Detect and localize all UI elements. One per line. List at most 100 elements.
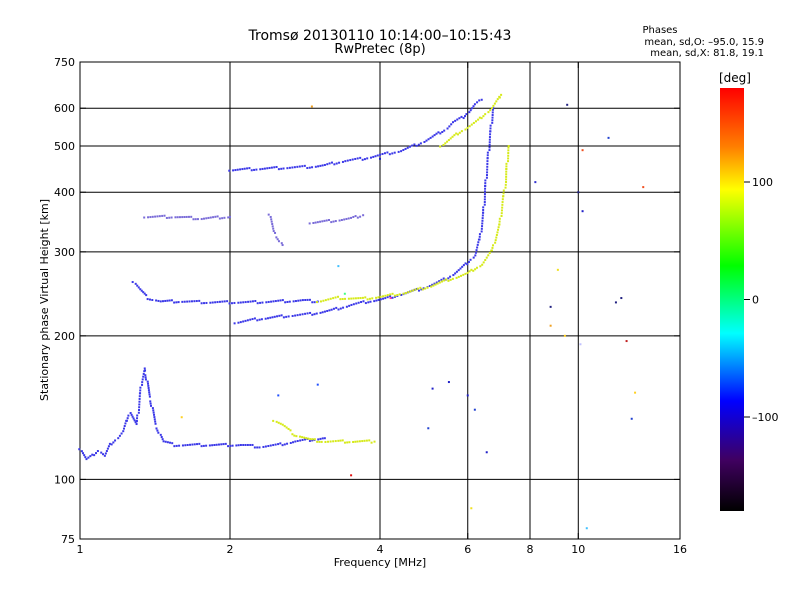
- data-point: [159, 300, 162, 303]
- data-point: [458, 117, 461, 120]
- data-point: [483, 201, 486, 204]
- data-point: [492, 107, 495, 110]
- data-point: [281, 444, 284, 447]
- data-point: [294, 314, 297, 317]
- data-point: [274, 231, 277, 234]
- data-point: [319, 311, 322, 314]
- data-point: [284, 301, 287, 304]
- data-point: [258, 446, 261, 449]
- data-point: [147, 216, 150, 219]
- data-point: [368, 297, 371, 300]
- data-point: [345, 305, 348, 308]
- data-point: [272, 444, 275, 447]
- data-point: [534, 181, 537, 184]
- data-point: [183, 216, 186, 219]
- data-point: [276, 238, 279, 241]
- data-point: [501, 201, 504, 204]
- data-point: [422, 287, 425, 290]
- data-point: [276, 315, 279, 318]
- data-point: [161, 438, 164, 441]
- data-point: [384, 294, 387, 297]
- data-point: [413, 288, 416, 291]
- data-point: [415, 287, 418, 290]
- data-point: [141, 383, 144, 386]
- data-point: [491, 121, 494, 124]
- data-point: [440, 278, 443, 281]
- data-point: [491, 108, 494, 111]
- data-point: [235, 444, 238, 447]
- data-point: [294, 440, 297, 443]
- data-point: [457, 269, 460, 272]
- data-point: [127, 414, 130, 417]
- data-point: [242, 443, 245, 446]
- data-point: [267, 445, 270, 448]
- data-point: [200, 445, 203, 448]
- data-point: [455, 132, 458, 135]
- data-point: [498, 217, 501, 220]
- data-point: [502, 195, 505, 198]
- data-point: [370, 441, 373, 444]
- data-point: [389, 293, 392, 296]
- data-point: [334, 220, 337, 223]
- data-point: [347, 217, 350, 220]
- data-point: [381, 152, 384, 155]
- data-point: [207, 216, 210, 219]
- data-point: [337, 439, 340, 442]
- data-point: [464, 128, 467, 131]
- data-point: [272, 230, 275, 233]
- data-point: [198, 442, 201, 445]
- data-point: [466, 126, 469, 129]
- data-point: [304, 438, 307, 441]
- data-point: [270, 218, 273, 221]
- data-point: [469, 258, 472, 261]
- data-point: [412, 289, 415, 292]
- data-point: [454, 119, 457, 122]
- data-point: [498, 96, 501, 99]
- data-point: [287, 427, 290, 430]
- data-point: [421, 288, 424, 291]
- data-point: [308, 298, 311, 301]
- data-point: [246, 167, 249, 170]
- data-point: [507, 149, 510, 152]
- data-point: [316, 383, 319, 386]
- data-point: [329, 297, 332, 300]
- data-point: [291, 314, 294, 317]
- data-point: [449, 137, 452, 140]
- data-point: [291, 166, 294, 169]
- data-point: [256, 302, 259, 305]
- data-point: [487, 254, 490, 257]
- data-point: [147, 389, 150, 392]
- data-point: [391, 152, 394, 155]
- data-point: [316, 440, 319, 443]
- data-point: [478, 235, 481, 238]
- data-point: [326, 163, 329, 166]
- data-point: [234, 169, 237, 172]
- data-point: [441, 131, 444, 134]
- data-point: [404, 292, 407, 295]
- data-point: [196, 218, 199, 221]
- data-point: [308, 222, 311, 225]
- data-point: [190, 300, 193, 303]
- data-point: [507, 160, 510, 163]
- data-point: [253, 446, 256, 449]
- chart-title: Tromsø 20130110 10:14:00–10:15:43: [248, 28, 512, 44]
- data-point: [420, 288, 423, 291]
- data-point: [455, 270, 458, 273]
- data-point: [308, 166, 311, 169]
- data-point: [205, 217, 208, 220]
- data-point: [326, 309, 329, 312]
- data-point: [142, 372, 145, 375]
- data-point: [500, 93, 503, 96]
- data-point: [280, 314, 283, 317]
- data-point: [348, 304, 351, 307]
- data-point: [195, 300, 198, 303]
- data-point: [491, 119, 494, 122]
- data-point: [454, 272, 457, 275]
- data-point: [393, 294, 396, 297]
- data-point: [229, 444, 232, 447]
- data-point: [505, 178, 508, 181]
- y-axis-ticks: 75 100 200 300 400 500 600 750: [54, 56, 680, 546]
- data-point: [473, 408, 476, 411]
- data-point: [439, 132, 442, 135]
